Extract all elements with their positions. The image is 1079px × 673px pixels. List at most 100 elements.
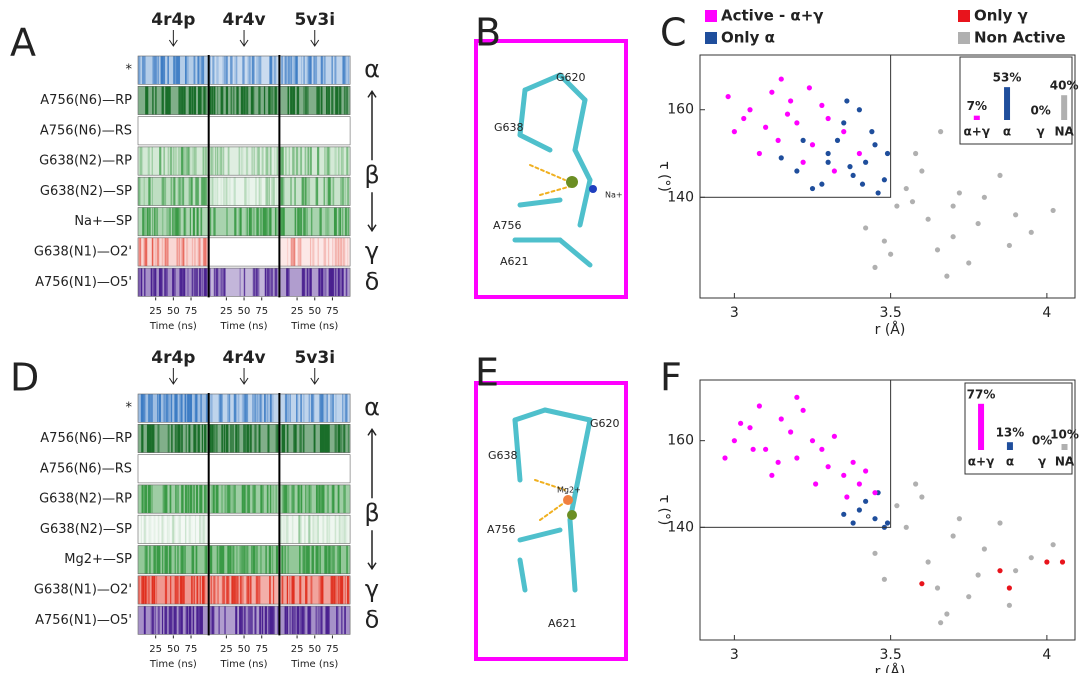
occupancy-stripe xyxy=(205,147,206,175)
occupancy-stripe xyxy=(177,208,178,236)
occupancy-stripe xyxy=(219,394,220,422)
occupancy-stripe xyxy=(280,177,282,205)
occupancy-stripe xyxy=(189,177,191,205)
point xyxy=(732,129,737,134)
occupancy-stripe xyxy=(328,546,330,574)
occupancy-stripe xyxy=(226,208,228,236)
occupancy-stripe xyxy=(254,268,256,296)
occupancy-stripe xyxy=(331,546,333,574)
occupancy-stripe xyxy=(326,177,328,205)
occupancy-stripe xyxy=(152,208,153,236)
occupancy-stripe xyxy=(160,268,162,296)
occupancy-stripe xyxy=(259,56,261,84)
occupancy-stripe xyxy=(212,56,214,84)
occupancy-stripe xyxy=(282,56,283,84)
point xyxy=(935,585,940,590)
time-label: Time (ns) xyxy=(290,659,338,670)
occupancy-stripe xyxy=(206,485,207,513)
occupancy-stripe xyxy=(344,394,346,422)
point xyxy=(769,473,774,478)
occupancy-stripe xyxy=(210,576,212,604)
occupancy-stripe xyxy=(318,147,319,175)
row-label: A756(N6)—RS xyxy=(40,461,132,476)
occupancy-stripe xyxy=(271,86,273,114)
occupancy-stripe xyxy=(338,485,339,513)
occupancy-stripe xyxy=(347,177,349,205)
occupancy-stripe xyxy=(275,208,276,236)
occupancy-stripe xyxy=(195,394,197,422)
occupancy-stripe xyxy=(148,208,150,236)
atom-label: A621 xyxy=(548,617,577,630)
occupancy-stripe xyxy=(309,485,310,513)
occupancy-stripe xyxy=(315,546,317,574)
occupancy-bg xyxy=(279,177,350,205)
arrow xyxy=(311,368,319,384)
occupancy-stripe xyxy=(154,208,156,236)
occupancy-stripe xyxy=(301,147,303,175)
occupancy-stripe xyxy=(192,268,193,296)
occupancy-stripe xyxy=(307,86,309,114)
occupancy-stripe xyxy=(270,606,272,634)
occupancy-stripe xyxy=(247,177,249,205)
system-label: 4r4p xyxy=(151,348,195,368)
panel-label: C xyxy=(660,11,687,55)
occupancy-stripe xyxy=(243,424,245,452)
occupancy-stripe xyxy=(303,56,305,84)
occupancy-stripe xyxy=(310,238,311,266)
point xyxy=(779,416,784,421)
point xyxy=(997,568,1002,573)
occupancy-stripe xyxy=(155,238,157,266)
occupancy-stripe xyxy=(216,177,218,205)
time-tick-label: 25 xyxy=(149,644,162,655)
occupancy-stripe xyxy=(269,546,271,574)
occupancy-stripe xyxy=(301,177,303,205)
time-label: Time (ns) xyxy=(149,321,197,332)
bond xyxy=(580,420,590,470)
point xyxy=(835,138,840,143)
legend-swatch xyxy=(705,32,717,44)
occupancy-stripe xyxy=(170,147,172,175)
occupancy-stripe xyxy=(175,485,176,513)
occupancy-stripe xyxy=(266,147,267,175)
occupancy-stripe xyxy=(317,546,318,574)
bond xyxy=(520,200,560,205)
point xyxy=(957,516,962,521)
arrow xyxy=(240,30,248,46)
inset-bar xyxy=(1004,87,1010,120)
occupancy-stripe xyxy=(154,515,156,543)
time-tick-label: 75 xyxy=(255,306,268,317)
occupancy-stripe xyxy=(295,208,296,236)
time-label: Time (ns) xyxy=(220,321,268,332)
occupancy-stripe xyxy=(181,238,182,266)
occupancy-stripe xyxy=(340,268,341,296)
occupancy-stripe xyxy=(328,177,330,205)
occupancy-stripe xyxy=(289,147,290,175)
occupancy-stripe xyxy=(180,576,182,604)
point xyxy=(810,438,815,443)
occupancy-stripe xyxy=(175,394,177,422)
occupancy-stripe xyxy=(268,86,270,114)
occupancy-stripe xyxy=(184,268,185,296)
occupancy-stripe xyxy=(163,485,165,513)
occupancy-stripe xyxy=(229,394,230,422)
occupancy-stripe xyxy=(250,208,252,236)
x-tick-label: 3.5 xyxy=(879,647,901,663)
point xyxy=(876,190,881,195)
occupancy-stripe xyxy=(195,177,197,205)
occupancy-stripe xyxy=(190,485,192,513)
occupancy-stripe xyxy=(193,606,194,634)
occupancy-stripe xyxy=(311,208,312,236)
occupancy-stripe xyxy=(347,238,349,266)
atom xyxy=(563,495,573,505)
occupancy-stripe xyxy=(269,576,271,604)
occupancy-stripe xyxy=(253,208,255,236)
occupancy-stripe xyxy=(299,424,300,452)
occupancy-stripe xyxy=(178,576,179,604)
occupancy-stripe xyxy=(289,576,290,604)
occupancy-stripe xyxy=(308,147,309,175)
occupancy-stripe xyxy=(200,56,201,84)
occupancy-stripe xyxy=(197,208,199,236)
occupancy-stripe xyxy=(336,268,337,296)
occupancy-stripe xyxy=(196,606,198,634)
occupancy-stripe xyxy=(332,238,333,266)
